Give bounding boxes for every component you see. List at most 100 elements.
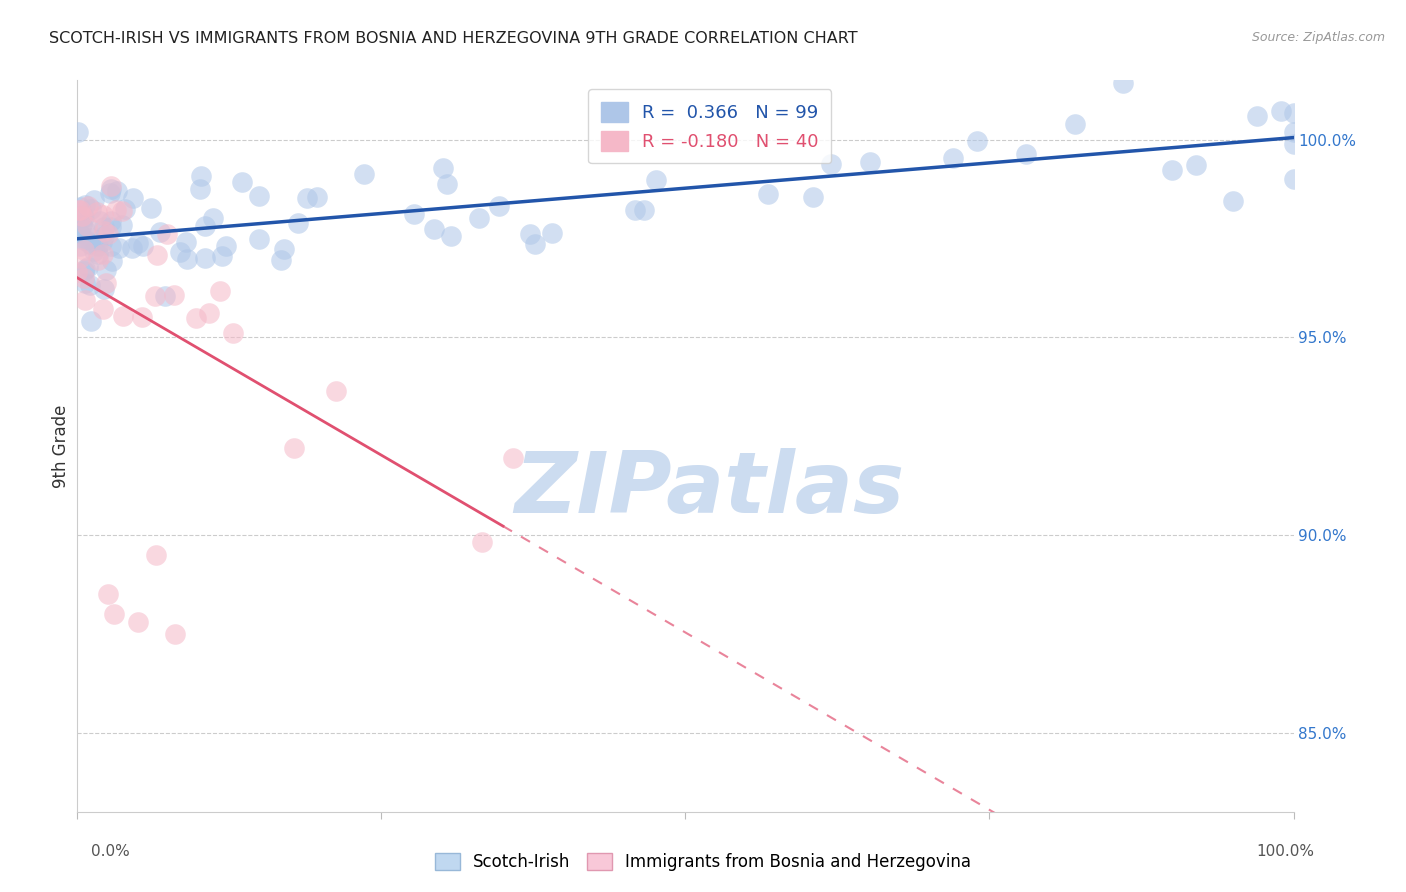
Point [79, 314, 101, 328]
Point [114, 202, 136, 216]
Point [145, 248, 167, 262]
Point [222, 326, 245, 340]
Point [1015, 147, 1038, 161]
Point [1246, 109, 1268, 123]
Point [83, 244, 105, 258]
Point [1282, 125, 1305, 139]
Point [353, 167, 375, 181]
Point [72, 207, 94, 221]
Point [72, 233, 94, 247]
Point [297, 190, 319, 204]
Point [77, 260, 100, 275]
Point [75, 233, 97, 247]
Point [100, 214, 122, 228]
Point [422, 221, 444, 235]
Point [93, 208, 115, 222]
Point [325, 384, 347, 398]
Point [79, 277, 101, 292]
Legend: Scotch-Irish, Immigrants from Bosnia and Herzegovina: Scotch-Irish, Immigrants from Bosnia and… [426, 845, 980, 880]
Point [104, 202, 127, 217]
Point [1282, 106, 1305, 120]
Point [69, 251, 91, 265]
Point [93, 224, 115, 238]
Point [184, 311, 207, 326]
Text: SCOTCH-IRISH VS IMMIGRANTS FROM BOSNIA AND HERZEGOVINA 9TH GRADE CORRELATION CHA: SCOTCH-IRISH VS IMMIGRANTS FROM BOSNIA A… [49, 31, 858, 46]
Point [108, 241, 131, 255]
Text: Source: ZipAtlas.com: Source: ZipAtlas.com [1251, 31, 1385, 45]
Point [93, 228, 115, 243]
Point [211, 249, 233, 263]
Point [145, 288, 167, 302]
Point [468, 211, 491, 225]
Point [67, 226, 90, 240]
Point [75, 223, 97, 237]
Point [859, 155, 882, 169]
Point [103, 607, 125, 621]
Point [633, 203, 655, 218]
Point [644, 173, 666, 187]
Point [73, 198, 96, 212]
Point [190, 169, 212, 183]
Point [194, 252, 217, 266]
Point [97, 587, 120, 601]
Point [176, 252, 198, 266]
Point [122, 191, 145, 205]
Point [69, 203, 91, 218]
Point [471, 535, 494, 549]
Text: 0.0%: 0.0% [91, 845, 131, 859]
Point [163, 287, 186, 301]
Legend: R =  0.366   N = 99, R = -0.180   N = 40: R = 0.366 N = 99, R = -0.180 N = 40 [588, 89, 831, 163]
Point [519, 227, 541, 241]
Point [432, 161, 454, 176]
Point [148, 226, 170, 240]
Point [1063, 117, 1085, 131]
Point [101, 254, 124, 268]
Point [111, 218, 134, 232]
Point [1270, 104, 1292, 119]
Point [198, 306, 221, 320]
Point [97, 227, 120, 242]
Point [86, 205, 108, 219]
Point [79, 202, 101, 216]
Point [523, 237, 546, 252]
Point [169, 244, 191, 259]
Point [100, 219, 122, 234]
Point [96, 263, 118, 277]
Point [208, 284, 231, 298]
Point [215, 239, 238, 253]
Point [67, 125, 90, 139]
Point [73, 293, 96, 308]
Point [73, 243, 96, 257]
Point [820, 157, 842, 171]
Point [247, 232, 270, 246]
Point [624, 202, 647, 217]
Point [194, 219, 217, 233]
Point [70, 209, 93, 223]
Point [801, 190, 824, 204]
Point [436, 178, 458, 192]
Point [80, 231, 103, 245]
Point [966, 134, 988, 148]
Point [70, 220, 93, 235]
Point [67, 225, 90, 239]
Point [247, 189, 270, 203]
Point [283, 442, 305, 456]
Text: ZIPatlas: ZIPatlas [515, 449, 905, 532]
Point [83, 193, 105, 207]
Point [174, 235, 197, 250]
Point [188, 182, 211, 196]
Point [1222, 194, 1244, 209]
Point [100, 239, 122, 253]
Point [66, 265, 89, 279]
Point [94, 277, 117, 291]
Point [1112, 76, 1135, 90]
Point [287, 216, 309, 230]
Point [1282, 172, 1305, 186]
Point [77, 199, 100, 213]
Point [131, 239, 153, 253]
Point [156, 227, 179, 242]
Point [91, 235, 114, 249]
Point [111, 203, 134, 218]
Point [153, 289, 176, 303]
Point [131, 310, 153, 324]
